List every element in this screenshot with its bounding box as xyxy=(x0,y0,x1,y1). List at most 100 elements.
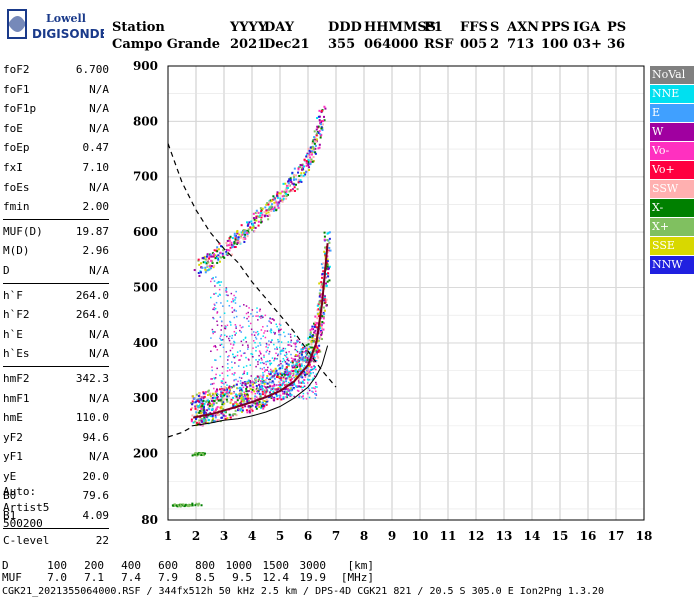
echo-point xyxy=(252,212,255,215)
echo-point xyxy=(217,413,220,416)
echo-point xyxy=(275,194,278,197)
echo-point xyxy=(209,415,212,418)
echo-point xyxy=(311,140,314,143)
echo-point xyxy=(230,392,233,395)
echo-point xyxy=(216,390,218,392)
echo-point xyxy=(244,395,247,398)
echo-point xyxy=(198,453,201,456)
echo-point xyxy=(294,364,297,367)
echo-point xyxy=(226,384,228,386)
echo-point xyxy=(272,381,275,384)
echo-point xyxy=(263,211,266,214)
header-value-3: 355 xyxy=(328,37,356,52)
echo-point xyxy=(281,365,284,368)
echo-point xyxy=(303,158,306,161)
echo-point xyxy=(262,374,265,377)
echo-point xyxy=(266,374,269,377)
echo-point xyxy=(201,403,204,406)
echo-point xyxy=(251,226,254,229)
row-value: 7.0 xyxy=(47,571,67,584)
echo-point xyxy=(307,392,309,395)
echo-point xyxy=(302,359,304,362)
echo-point xyxy=(232,385,235,387)
echo-point xyxy=(210,420,213,423)
echo-point xyxy=(236,241,239,244)
echo-point xyxy=(314,387,316,390)
echo-point xyxy=(324,252,327,255)
param-value: 342.3 xyxy=(75,371,109,385)
header-value-1: 2021 xyxy=(230,37,267,52)
header-value-10: 03+ xyxy=(573,37,602,52)
echo-point xyxy=(215,407,218,410)
echo-point xyxy=(212,417,215,420)
echo-point xyxy=(205,262,208,265)
echo-point xyxy=(316,317,319,320)
header-value-8: 713 xyxy=(507,37,535,52)
echo-point xyxy=(293,366,295,369)
echo-point xyxy=(259,351,262,354)
legend-item: Vo- xyxy=(650,142,694,160)
echo-point xyxy=(247,344,249,346)
echo-point xyxy=(260,353,262,355)
echo-point xyxy=(282,380,285,383)
header-value-7: 2 xyxy=(490,37,500,52)
echo-point xyxy=(221,388,224,391)
echo-point xyxy=(316,340,319,343)
echo-point xyxy=(228,413,231,416)
echo-point xyxy=(236,409,239,412)
echo-point xyxy=(281,390,284,393)
echo-point xyxy=(253,226,256,229)
echo-point xyxy=(196,399,199,402)
echo-point xyxy=(266,382,269,385)
auto-line: Artist5 xyxy=(3,501,50,514)
echo-point xyxy=(206,264,209,267)
echo-point xyxy=(231,307,233,309)
echo-point xyxy=(208,255,211,258)
echo-point xyxy=(311,387,313,389)
echo-point xyxy=(309,331,312,334)
echo-point xyxy=(265,361,267,363)
legend-item: SSE xyxy=(650,237,694,255)
echo-point xyxy=(242,373,244,376)
echo-point xyxy=(289,394,292,397)
echo-point xyxy=(322,115,325,118)
echo-point xyxy=(285,197,288,200)
echo-point xyxy=(303,356,305,358)
echo-point xyxy=(323,295,326,298)
param-row: hmF2 342.3 xyxy=(3,369,109,389)
echo-point xyxy=(245,356,247,359)
param-row: yE 20.0 xyxy=(3,467,109,487)
param-value: N/A xyxy=(89,180,109,194)
echo-point xyxy=(302,357,304,360)
echo-point xyxy=(236,354,239,357)
echo-point xyxy=(224,415,227,418)
echo-point xyxy=(282,357,285,360)
echo-point xyxy=(312,155,315,158)
echo-point xyxy=(239,382,242,385)
echo-point xyxy=(243,399,246,402)
echo-point xyxy=(296,389,299,392)
echo-point xyxy=(249,405,252,408)
echo-point xyxy=(279,360,282,362)
echo-point xyxy=(283,359,286,362)
echo-point xyxy=(306,352,309,355)
echo-point xyxy=(243,370,246,373)
echo-point xyxy=(264,369,267,371)
echo-point xyxy=(263,400,266,403)
echo-point xyxy=(291,370,294,372)
echo-point xyxy=(318,301,321,304)
echo-point xyxy=(253,218,256,221)
echo-point xyxy=(210,296,212,299)
echo-point xyxy=(252,401,255,404)
param-label: hmE xyxy=(3,411,23,425)
echo-point xyxy=(309,351,312,354)
echo-point xyxy=(284,377,287,380)
echo-point xyxy=(260,210,263,213)
echo-point xyxy=(302,348,305,350)
echo-point xyxy=(267,366,269,369)
echo-point xyxy=(206,259,209,262)
echo-point xyxy=(318,109,321,112)
echo-point xyxy=(233,234,236,237)
echo-point xyxy=(315,326,318,329)
echo-point xyxy=(304,361,307,363)
